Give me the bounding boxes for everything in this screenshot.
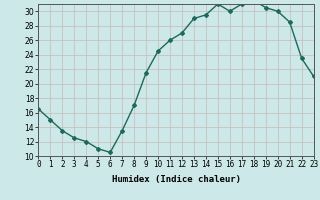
X-axis label: Humidex (Indice chaleur): Humidex (Indice chaleur) bbox=[111, 175, 241, 184]
